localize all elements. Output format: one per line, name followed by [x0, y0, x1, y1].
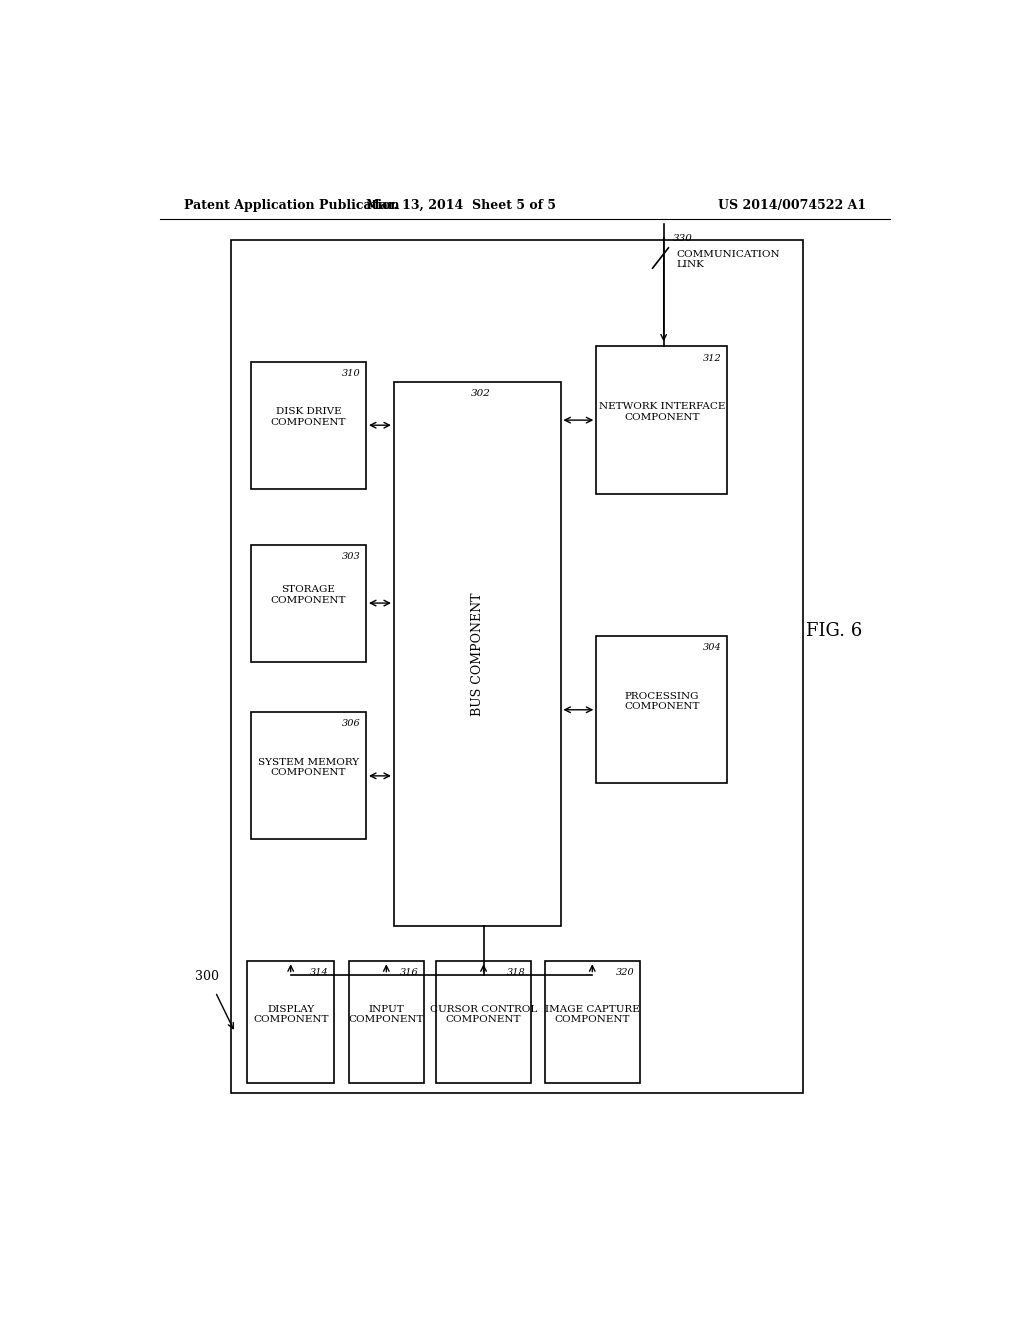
Text: BUS COMPONENT: BUS COMPONENT: [471, 593, 483, 715]
Text: SYSTEM MEMORY
COMPONENT: SYSTEM MEMORY COMPONENT: [258, 758, 359, 777]
Text: 320: 320: [615, 969, 634, 978]
Bar: [394, 381, 560, 925]
Text: DISPLAY
COMPONENT: DISPLAY COMPONENT: [253, 1005, 329, 1024]
Text: 316: 316: [399, 969, 419, 978]
Text: 312: 312: [702, 354, 722, 363]
Text: 303: 303: [342, 552, 360, 561]
Text: FIG. 6: FIG. 6: [806, 622, 862, 640]
Bar: [231, 240, 803, 1093]
Text: 310: 310: [342, 368, 360, 378]
Text: 304: 304: [702, 643, 722, 652]
Bar: [436, 961, 531, 1084]
Text: Patent Application Publication: Patent Application Publication: [183, 199, 399, 213]
Text: 314: 314: [310, 969, 329, 978]
Text: Mar. 13, 2014  Sheet 5 of 5: Mar. 13, 2014 Sheet 5 of 5: [367, 199, 556, 213]
Text: DISK DRIVE
COMPONENT: DISK DRIVE COMPONENT: [270, 408, 346, 426]
Text: NETWORK INTERFACE
COMPONENT: NETWORK INTERFACE COMPONENT: [598, 403, 725, 421]
Text: US 2014/0074522 A1: US 2014/0074522 A1: [718, 199, 866, 213]
Text: 300: 300: [196, 970, 219, 983]
Text: 318: 318: [507, 969, 525, 978]
Text: IMAGE CAPTURE
COMPONENT: IMAGE CAPTURE COMPONENT: [545, 1005, 640, 1024]
Bar: [251, 713, 367, 840]
Bar: [545, 961, 640, 1084]
Bar: [596, 346, 727, 494]
Text: COMMUNICATION
LINK: COMMUNICATION LINK: [677, 249, 780, 269]
Text: CURSOR CONTROL
COMPONENT: CURSOR CONTROL COMPONENT: [430, 1005, 538, 1024]
Bar: [251, 545, 367, 661]
Text: 306: 306: [342, 719, 360, 729]
Bar: [596, 636, 727, 784]
Bar: [247, 961, 334, 1084]
Text: STORAGE
COMPONENT: STORAGE COMPONENT: [270, 585, 346, 605]
Text: 330: 330: [673, 234, 693, 243]
Text: 302: 302: [471, 389, 492, 399]
Bar: [251, 362, 367, 488]
Bar: [348, 961, 424, 1084]
Text: INPUT
COMPONENT: INPUT COMPONENT: [348, 1005, 424, 1024]
Text: PROCESSING
COMPONENT: PROCESSING COMPONENT: [624, 692, 699, 711]
